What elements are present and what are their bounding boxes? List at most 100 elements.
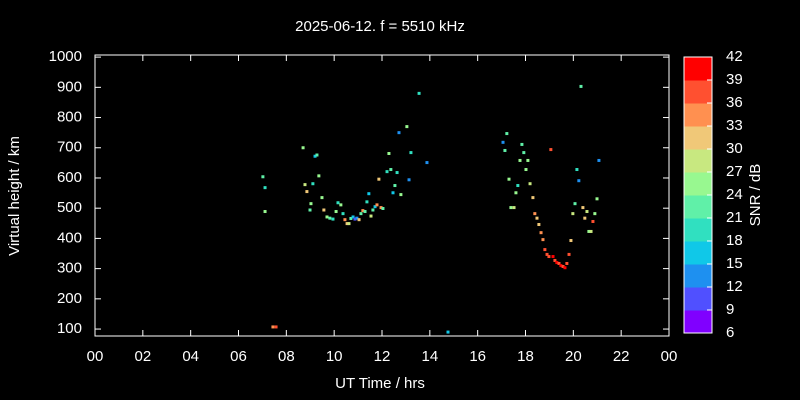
- point: [320, 196, 324, 200]
- x-tick-label: 12: [374, 348, 391, 365]
- point: [518, 158, 522, 162]
- point: [331, 217, 335, 221]
- y-tick-label: 800: [57, 109, 82, 126]
- point: [585, 210, 589, 214]
- x-tick-label: 08: [278, 348, 295, 365]
- x-tick-label: 04: [182, 348, 199, 365]
- y-tick-label: 600: [57, 169, 82, 186]
- point: [505, 132, 509, 136]
- point: [339, 203, 343, 207]
- colorbar-tick-label: 33: [726, 117, 743, 134]
- colorbar-tick-label: 27: [726, 163, 743, 180]
- point: [535, 216, 539, 220]
- point: [393, 184, 397, 188]
- colorbar-tick-label: 39: [726, 71, 743, 88]
- point: [373, 205, 377, 209]
- point: [531, 196, 535, 200]
- point: [261, 175, 265, 179]
- point: [507, 177, 511, 181]
- point: [543, 248, 547, 252]
- point: [446, 330, 450, 334]
- point: [357, 218, 361, 222]
- point: [573, 202, 577, 206]
- point: [425, 161, 429, 165]
- point: [593, 212, 597, 216]
- point: [313, 154, 317, 158]
- point: [569, 239, 573, 243]
- point: [549, 148, 553, 152]
- point: [315, 153, 319, 157]
- point: [381, 206, 385, 210]
- x-tick-label: 20: [565, 348, 582, 365]
- colorbar-step: [684, 172, 712, 196]
- point: [571, 212, 575, 216]
- point: [263, 210, 267, 214]
- point: [361, 209, 365, 213]
- colorbar-step: [684, 218, 712, 242]
- point: [597, 158, 601, 162]
- point: [351, 215, 355, 219]
- point: [359, 212, 363, 216]
- colorbar-tick-label: 18: [726, 232, 743, 249]
- x-tick-label: 10: [326, 348, 343, 365]
- chart-title: 2025-06-12. f = 5510 kHz: [295, 18, 465, 35]
- point: [539, 231, 543, 235]
- y-tick-label: 1000: [49, 48, 82, 65]
- point: [581, 206, 585, 210]
- x-tick-label: 14: [421, 348, 438, 365]
- colorbar-step: [684, 195, 712, 219]
- colorbar-step: [684, 57, 712, 81]
- point: [271, 325, 275, 329]
- x-tick-label: 18: [517, 348, 534, 365]
- point: [311, 182, 315, 186]
- point: [563, 266, 567, 270]
- colorbar-tick-label: 15: [726, 255, 743, 272]
- point: [336, 201, 340, 205]
- point: [561, 265, 565, 269]
- point: [395, 171, 399, 175]
- point: [501, 140, 505, 144]
- point: [512, 206, 516, 210]
- point: [317, 174, 321, 178]
- colorbar-step: [684, 126, 712, 150]
- point: [365, 200, 369, 204]
- point: [309, 202, 313, 206]
- x-tick-label: 02: [134, 348, 151, 365]
- point: [522, 151, 526, 155]
- y-tick-label: 500: [57, 199, 82, 216]
- y-tick-label: 100: [57, 320, 82, 337]
- point: [305, 190, 309, 194]
- point: [541, 238, 545, 242]
- colorbar-step: [684, 241, 712, 265]
- colorbar-step: [684, 80, 712, 104]
- point: [391, 191, 395, 195]
- point: [325, 215, 329, 219]
- point: [274, 325, 278, 329]
- point: [303, 183, 307, 187]
- point: [503, 148, 507, 152]
- point: [545, 252, 549, 256]
- point: [551, 255, 555, 259]
- y-axis-label: Virtual height / km: [6, 136, 23, 256]
- colorbar-step: [684, 149, 712, 173]
- point: [528, 182, 532, 186]
- point: [559, 264, 563, 268]
- point: [355, 216, 359, 220]
- point: [347, 222, 351, 226]
- point: [405, 125, 409, 129]
- point: [334, 210, 338, 214]
- point: [322, 208, 326, 212]
- y-tick-label: 700: [57, 139, 82, 156]
- point: [387, 152, 391, 156]
- x-tick-label: 16: [469, 348, 486, 365]
- y-tick-label: 900: [57, 78, 82, 95]
- colorbar-tick-label: 6: [726, 324, 734, 341]
- point: [353, 217, 357, 221]
- colorbar-label: SNR / dB: [747, 164, 764, 227]
- colorbar-tick-label: 30: [726, 140, 743, 157]
- colorbar-step: [684, 287, 712, 311]
- colorbar-tick-label: 9: [726, 301, 734, 318]
- point: [589, 229, 593, 233]
